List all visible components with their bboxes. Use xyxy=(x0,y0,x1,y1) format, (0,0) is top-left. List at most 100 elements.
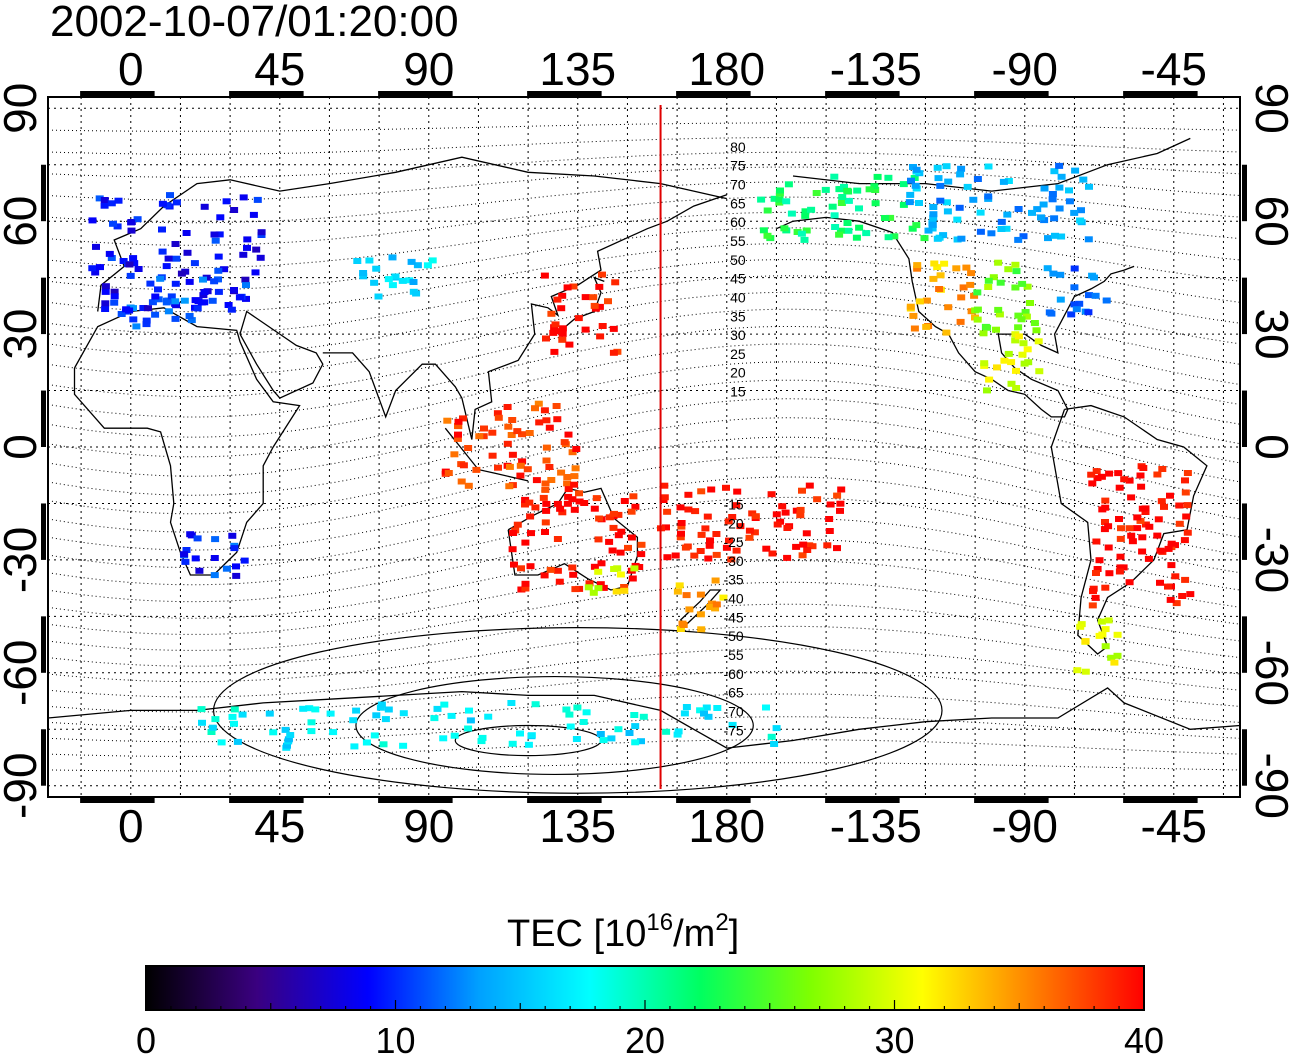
tec-point xyxy=(1067,311,1076,318)
tec-point xyxy=(831,224,840,230)
tec-point xyxy=(232,563,240,570)
tec-point xyxy=(503,440,512,447)
magnetic-contour xyxy=(47,379,1241,477)
tec-point xyxy=(1000,357,1009,364)
tec-point xyxy=(222,198,231,205)
tec-point xyxy=(1023,283,1032,290)
tec-point xyxy=(570,506,579,513)
tec-point xyxy=(1183,529,1192,536)
tec-point xyxy=(142,321,151,328)
tec-point xyxy=(507,432,516,438)
tec-point xyxy=(1115,516,1123,522)
tec-point xyxy=(984,163,993,170)
tec-point xyxy=(992,326,1000,333)
tec-point xyxy=(629,493,638,500)
tec-point xyxy=(156,275,165,282)
tec-point xyxy=(450,451,459,458)
tec-point xyxy=(557,305,566,312)
tec-point xyxy=(413,262,422,269)
tec-point xyxy=(379,741,388,748)
tec-point xyxy=(265,710,274,717)
tec-point xyxy=(732,502,741,509)
tec-point xyxy=(620,584,629,590)
tec-point xyxy=(1110,659,1119,666)
tec-point xyxy=(702,704,711,711)
tec-point xyxy=(505,463,514,470)
magnetic-contour xyxy=(47,670,1241,713)
tec-point xyxy=(609,325,618,332)
tec-point xyxy=(939,232,948,239)
tec-point xyxy=(563,480,572,487)
top-tick-bar xyxy=(527,91,602,96)
tec-point xyxy=(706,604,715,610)
tec-point xyxy=(518,431,526,438)
tec-point xyxy=(1081,668,1090,675)
tec-point xyxy=(1037,214,1045,221)
tec-point xyxy=(942,163,951,170)
tec-point xyxy=(171,315,180,322)
tec-point xyxy=(525,499,534,506)
tec-point xyxy=(516,472,525,479)
tec-point xyxy=(843,220,852,226)
contour-label-south: -75 xyxy=(723,722,743,738)
tec-point xyxy=(781,509,790,516)
magnetic-contour xyxy=(47,243,1241,313)
tec-point xyxy=(1032,327,1041,334)
tec-point xyxy=(837,200,846,206)
tec-point xyxy=(722,484,730,491)
tec-point xyxy=(504,423,513,430)
coastlines xyxy=(47,137,1241,749)
tec-point xyxy=(517,565,525,572)
lat-tick-label-right: -60 xyxy=(1246,640,1292,706)
tec-point xyxy=(521,580,530,587)
tec-point xyxy=(440,701,449,708)
lon-tick-label-top: -90 xyxy=(992,43,1058,95)
tec-point xyxy=(1116,553,1125,560)
tec-point xyxy=(1004,266,1013,273)
tec-point xyxy=(1167,540,1176,547)
tec-point xyxy=(1012,385,1021,391)
tec-point xyxy=(770,741,779,747)
right-tick-bar xyxy=(1242,503,1247,560)
tec-point xyxy=(852,234,861,241)
tec-point xyxy=(450,732,459,739)
tec-point xyxy=(976,228,985,235)
tec-point xyxy=(660,482,669,489)
lat-tick-label-left: 60 xyxy=(0,196,46,247)
tec-point xyxy=(770,195,779,202)
tec-point xyxy=(956,171,965,178)
lat-tick-label-right: 30 xyxy=(1246,309,1292,360)
lon-tick-label-top: 0 xyxy=(118,43,144,95)
tec-point xyxy=(1087,471,1096,478)
tec-point xyxy=(697,488,706,495)
tec-point xyxy=(488,452,497,459)
contour-label-north: 55 xyxy=(730,233,746,249)
tec-point xyxy=(1057,233,1066,240)
tec-point xyxy=(508,740,517,747)
tec-point xyxy=(1051,232,1059,239)
coastline xyxy=(73,307,301,576)
tec-point xyxy=(1039,201,1048,208)
tec-point xyxy=(624,544,632,551)
tec-point xyxy=(594,568,603,575)
tec-point xyxy=(541,480,550,487)
tec-point xyxy=(233,738,242,745)
bottom-tick-bar xyxy=(229,798,304,803)
tec-point xyxy=(1125,477,1134,484)
right-tick-bar xyxy=(1242,277,1247,335)
tec-point xyxy=(957,165,966,172)
tec-point xyxy=(987,230,996,237)
tec-point xyxy=(934,175,943,182)
tec-point xyxy=(1101,584,1110,591)
tec-point xyxy=(1095,632,1104,639)
lat-tick-label-left: -90 xyxy=(0,752,46,818)
tec-point xyxy=(1089,588,1097,595)
tec-point xyxy=(299,705,308,712)
tec-point xyxy=(825,528,834,534)
tec-point xyxy=(1050,168,1059,175)
tec-point xyxy=(570,473,579,480)
tec-point xyxy=(214,288,223,295)
tec-point xyxy=(787,210,796,217)
tec-point xyxy=(164,308,173,315)
tec-point xyxy=(637,541,646,548)
